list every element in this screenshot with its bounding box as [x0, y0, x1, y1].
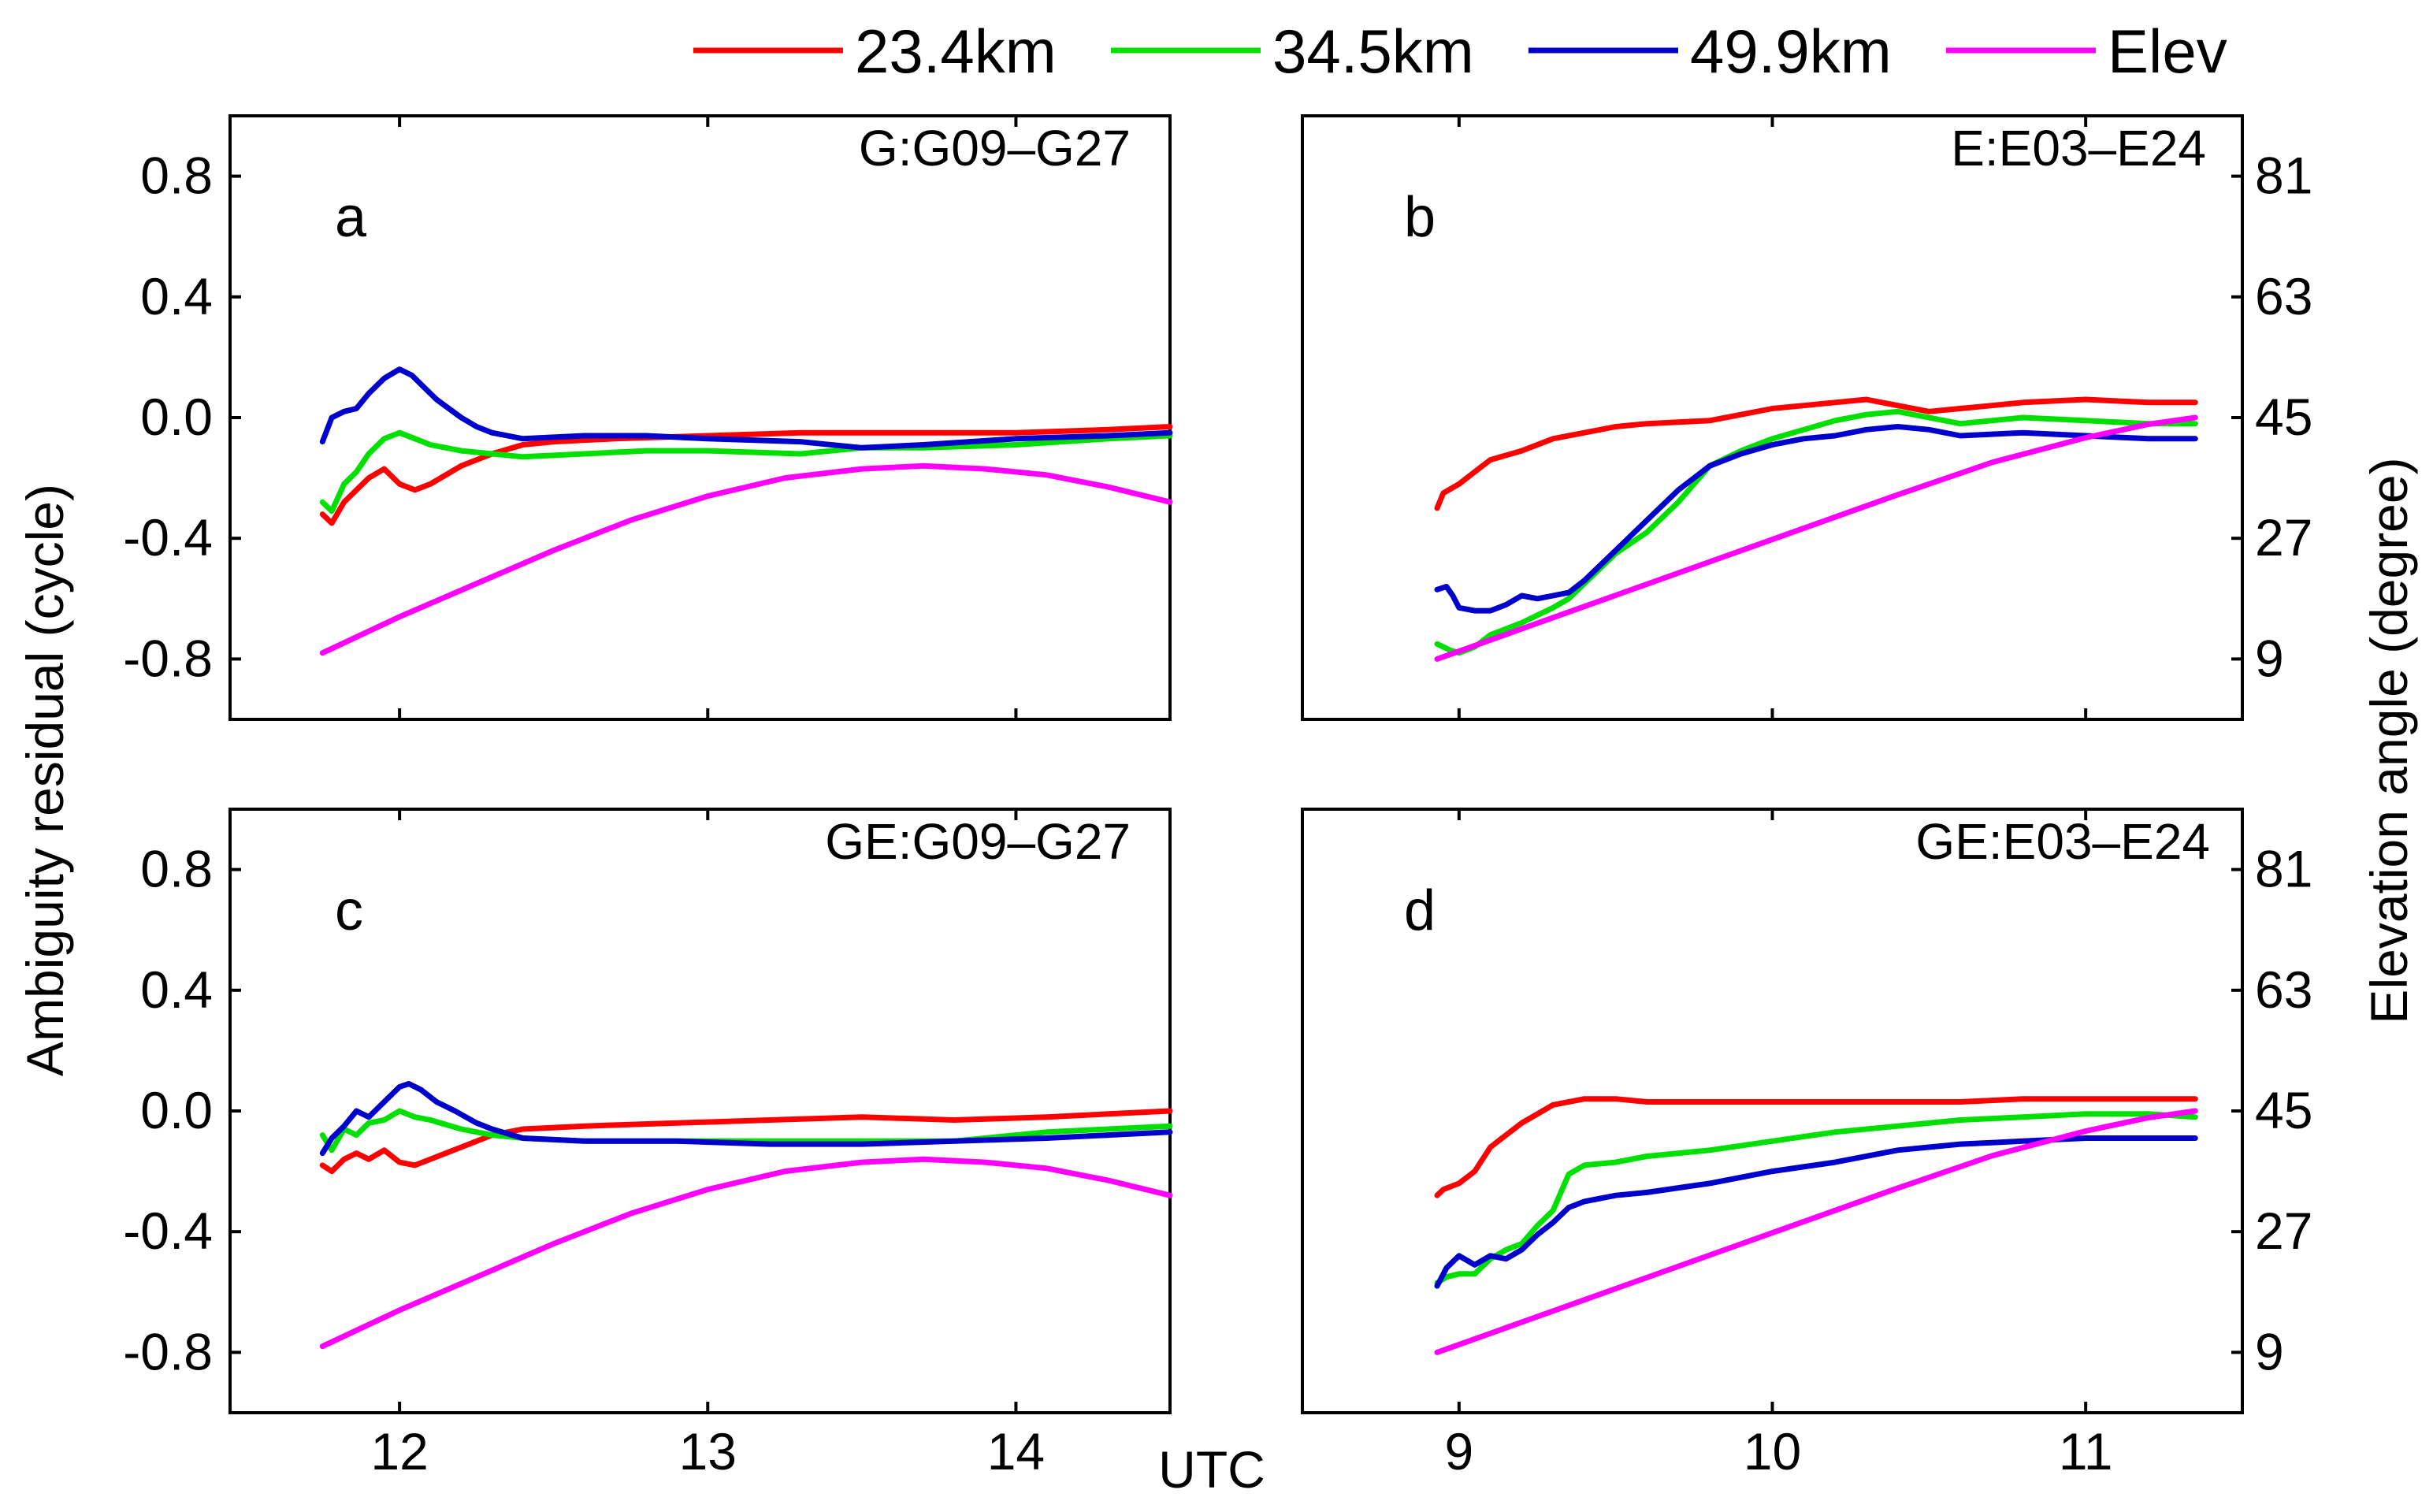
- panel-b-elev-tick-label: 9: [2255, 629, 2284, 687]
- panel-a-ytick-label: 0.0: [140, 388, 213, 446]
- panel-a-series-elev: [319, 463, 1173, 656]
- panel-b-ticks: 9 27 45 63 81: [1457, 116, 2312, 719]
- panel-c-ytick-label: -0.8: [123, 1322, 213, 1380]
- legend-label-23km: 23.4km: [855, 17, 1057, 86]
- panel-c-xtick-label: 13: [679, 1422, 737, 1480]
- panel-b-series-elev: [1434, 414, 2198, 662]
- panel-a-series-499km: [319, 366, 1173, 451]
- panel-c-title: GE:G09–G27: [825, 813, 1131, 870]
- panel-d-series-elev: [1434, 1108, 2198, 1355]
- panel-d-elev-tick-label: 63: [2255, 960, 2312, 1019]
- panel-c-ytick-label: 0.0: [140, 1081, 213, 1139]
- panel-d-xtick-label: 9: [1444, 1422, 1473, 1480]
- legend-label-34km: 34.5km: [1272, 17, 1474, 86]
- panel-d-xtick-label: 10: [1744, 1422, 1801, 1480]
- panel-d-elev-tick-label: 9: [2255, 1322, 2284, 1380]
- panel-a-series-234km: [319, 424, 1173, 526]
- panel-d-title: GE:E03–E24: [1915, 813, 2210, 870]
- panel-c-xtick-label: 12: [370, 1422, 428, 1480]
- panel-b-title: E:E03–E24: [1951, 120, 2206, 176]
- panel-b-elev-tick-label: 27: [2255, 508, 2312, 567]
- panel-d-elev-tick-label: 81: [2255, 840, 2312, 898]
- panel-d-plot: [1434, 1096, 2198, 1355]
- panel-b: E:E03–E24 b 9 27 45 63 81: [1301, 114, 2312, 721]
- y-axis-label-right: Elevation angle (degree): [2360, 457, 2418, 1023]
- panel-d-series-499km: [1434, 1135, 2198, 1289]
- panel-d: GE:E03–E24 d 9 10 11 9 27 45 63 81: [1301, 808, 2312, 1480]
- legend-label-elev: Elev: [2108, 17, 2227, 86]
- panel-c-ticks: 12 13 14 -0.8 -0.4 0.0 0.4 0.8: [123, 809, 1045, 1480]
- y-axis-label-left: Ambiguity residual (cycle): [16, 484, 74, 1076]
- panel-a-letter: a: [335, 186, 367, 249]
- panel-b-letter: b: [1404, 186, 1436, 249]
- panel-b-series-234km: [1434, 396, 2198, 511]
- panel-d-letter: d: [1404, 879, 1436, 942]
- panel-a-title: G:G09–G27: [859, 120, 1131, 176]
- panel-a-ytick-label: -0.4: [123, 508, 213, 567]
- panel-c-series-elev: [319, 1156, 1173, 1350]
- panel-a-ytick-label: -0.8: [123, 629, 213, 687]
- panel-c-ytick-label: -0.4: [123, 1202, 213, 1260]
- panel-a-plot: [319, 366, 1173, 656]
- legend: 23.4km 34.5km 49.9km Elev: [693, 17, 2227, 86]
- panel-a-ytick-label: 0.4: [140, 267, 213, 325]
- panel-c-plot: [319, 1081, 1173, 1350]
- panel-a-ticks: -0.8 -0.4 0.0 0.4 0.8: [123, 116, 1018, 719]
- panel-c-ytick-label: 0.4: [140, 960, 213, 1019]
- panel-c: GE:G09–G27 c 12 13 14 -0.8 -0.4 0.0 0.4 0.8: [123, 808, 1173, 1480]
- panel-d-series-345km: [1434, 1111, 2198, 1286]
- panel-c-series-234km: [319, 1108, 1173, 1175]
- panel-c-letter: c: [335, 879, 363, 942]
- panel-b-elev-tick-label: 45: [2255, 388, 2312, 446]
- panel-c-series-499km: [319, 1081, 1173, 1157]
- panel-a-ytick-label: 0.8: [140, 147, 213, 205]
- panel-d-xtick-label: 11: [2059, 1422, 2113, 1480]
- panel-b-elev-tick-label: 81: [2255, 147, 2312, 205]
- panel-d-elev-tick-label: 45: [2255, 1081, 2312, 1139]
- legend-label-49km: 49.9km: [1690, 17, 1892, 86]
- panel-b-series-499km: [1434, 424, 2198, 614]
- panel-d-elev-tick-label: 27: [2255, 1202, 2312, 1260]
- panel-d-series-234km: [1434, 1096, 2198, 1198]
- panel-b-plot: [1434, 396, 2198, 662]
- x-axis-label: UTC: [1158, 1440, 1265, 1499]
- panel-c-xtick-label: 14: [987, 1422, 1045, 1480]
- panel-c-ytick-label: 0.8: [140, 840, 213, 898]
- panel-d-ticks: 9 10 11 9 27 45 63 81: [1444, 809, 2312, 1480]
- panel-a: G:G09–G27 a -0.8 -0.4 0.0 0.4 0.8: [123, 114, 1173, 721]
- panel-b-elev-tick-label: 63: [2255, 267, 2312, 325]
